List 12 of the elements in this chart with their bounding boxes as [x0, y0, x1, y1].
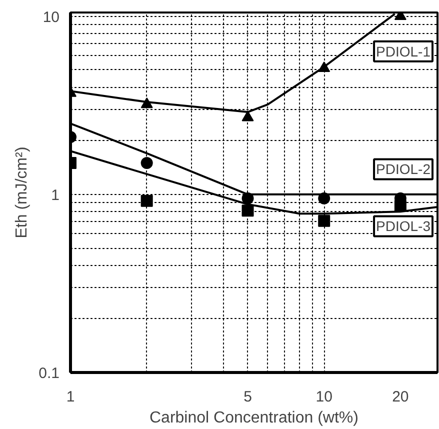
x-tick-label: 20 — [392, 388, 409, 406]
annotation: PDIOL-2 — [376, 161, 431, 178]
y-axis-title: Eth (mJ/cm²) — [14, 146, 31, 238]
y-tick-label: 1 — [51, 186, 60, 204]
annotation: PDIOL-3 — [376, 218, 431, 234]
annotation: PDIOL-1 — [376, 43, 431, 60]
x-axis-title: Carbinol Concentration (wt%) — [150, 410, 358, 426]
x-tick-label: 10 — [316, 388, 332, 406]
y-tick-label: 10 — [42, 8, 60, 26]
x-tick-label: 5 — [244, 388, 252, 406]
x-tick-label: 1 — [66, 388, 75, 406]
y-tick-label: 0.1 — [38, 365, 60, 382]
